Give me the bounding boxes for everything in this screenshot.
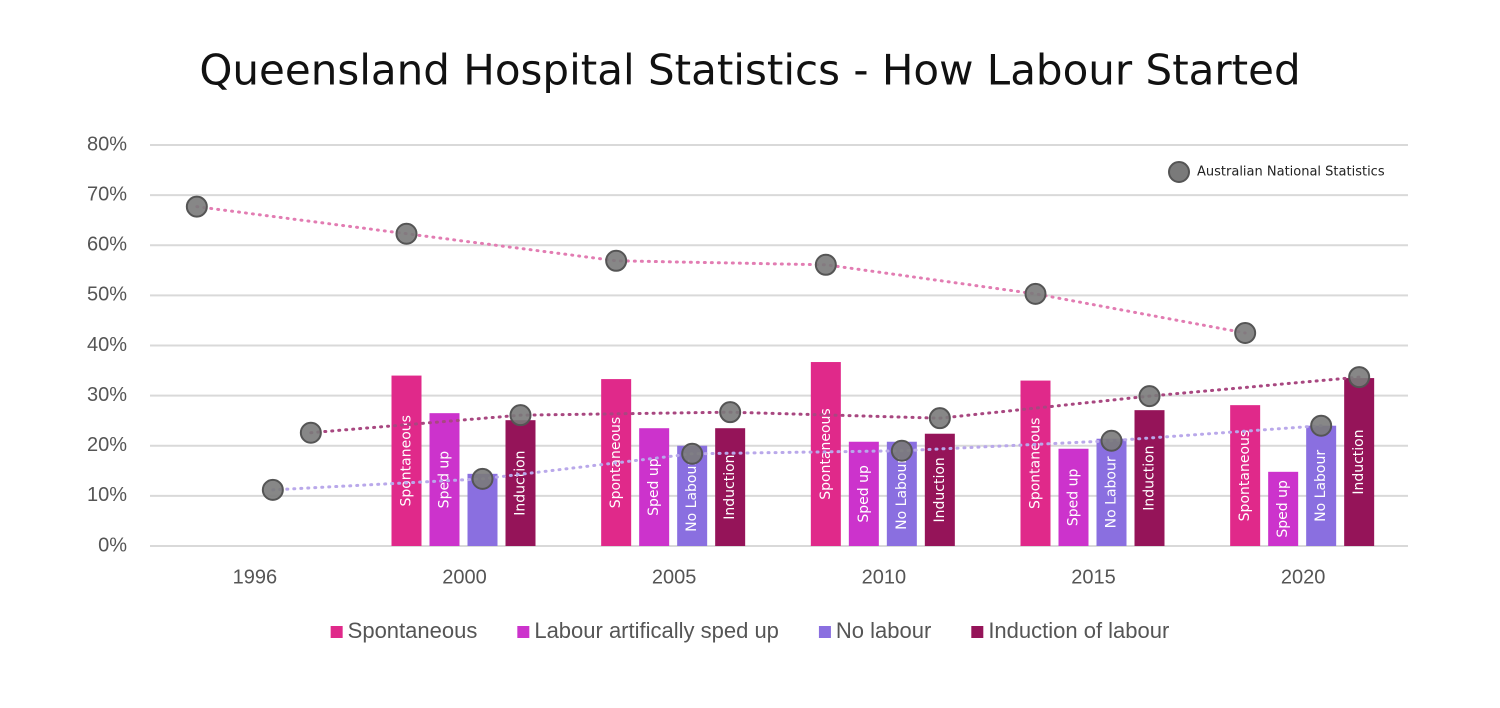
bar-label: Induction [722, 454, 738, 519]
national-trend-line [195, 205, 1247, 335]
bar [391, 375, 422, 546]
national-trend-line [271, 424, 1323, 492]
national-point [681, 442, 704, 465]
national-point [928, 407, 951, 430]
legend-marker [1168, 161, 1190, 183]
y-tick-label: 0% [98, 534, 127, 556]
legend-label: Induction of labour [988, 618, 1169, 643]
bar [1344, 378, 1375, 546]
y-tick-label: 40% [87, 334, 127, 356]
legend-label: Spontaneous [348, 618, 478, 643]
national-point [395, 222, 418, 245]
bar-label: Spontaneous [818, 408, 834, 500]
national-point [719, 401, 742, 424]
bar-label: No Labour [1313, 450, 1329, 522]
national-point [471, 467, 494, 490]
legend-label: Labour artifically sped up [534, 618, 779, 643]
national-point [299, 421, 322, 444]
bar [505, 420, 536, 546]
bar [1268, 471, 1299, 546]
national-point [261, 478, 284, 501]
national-point [1234, 321, 1257, 344]
bar [924, 433, 955, 546]
national-point [890, 439, 913, 462]
bar-label: Induction [932, 457, 948, 522]
national-point [605, 249, 628, 272]
legend-swatch [517, 626, 530, 638]
legend-item: Labour artifically sped up [517, 618, 779, 643]
legend-swatch [818, 626, 831, 638]
national-point [814, 253, 837, 276]
bar-label: Spontaneous [1237, 430, 1253, 521]
national-point [1024, 282, 1047, 305]
y-tick-label: 30% [87, 384, 127, 406]
bar-label: Sped up [856, 465, 872, 523]
x-tick-label: 2000 [442, 566, 487, 588]
legend-item: Induction of labour [971, 618, 1169, 643]
legend-label: No labour [836, 618, 931, 643]
bar [1134, 410, 1165, 546]
y-tick-label: 60% [87, 234, 127, 256]
bar-label: Sped up [1066, 469, 1082, 527]
y-tick-label: 50% [87, 284, 127, 306]
national-point [1348, 366, 1371, 389]
bar-label: No Labour [684, 460, 700, 532]
bar-label: Spontaneous [1028, 418, 1044, 510]
bar-label: Induction [1351, 429, 1367, 494]
bar [639, 428, 670, 546]
bar-label: Induction [513, 450, 529, 515]
national-point [1138, 385, 1161, 408]
bar-label: Sped up [437, 451, 453, 509]
bar [810, 362, 841, 546]
bar [1230, 405, 1261, 546]
x-tick-label: 2010 [862, 566, 907, 588]
bar-label: No Labour [894, 458, 910, 530]
x-tick-label: 2015 [1071, 566, 1116, 588]
legend-item: Spontaneous [330, 618, 478, 643]
national-point [509, 404, 532, 427]
x-tick-label: 2005 [652, 566, 697, 588]
bar [1096, 438, 1127, 546]
national-point [1100, 429, 1123, 452]
bar [715, 428, 746, 546]
legend-swatch [971, 626, 984, 638]
legend-swatch [330, 626, 343, 638]
legend-label: Australian National Statistics [1197, 165, 1385, 180]
legend-item: No labour [818, 618, 931, 643]
y-tick-label: 20% [87, 434, 127, 456]
bar [1058, 448, 1089, 546]
bar [848, 441, 879, 546]
national-trend-line [309, 375, 1361, 435]
bar-label: No Labour [1104, 456, 1120, 528]
y-tick-label: 80% [87, 133, 127, 155]
bar-label: Spontaneous [399, 415, 415, 507]
national-point [185, 195, 208, 218]
chart-title: Queensland Hospital Statistics - How Lab… [199, 46, 1300, 95]
bar-label: Sped up [646, 458, 662, 516]
national-point [1310, 414, 1333, 437]
x-tick-label: 2020 [1281, 566, 1326, 588]
bar-label: Sped up [1275, 480, 1291, 538]
bar-label: Induction [1142, 445, 1158, 510]
x-tick-label: 1996 [233, 566, 278, 588]
y-tick-label: 10% [87, 484, 127, 506]
y-tick-label: 70% [87, 183, 127, 205]
bar [1306, 425, 1337, 546]
